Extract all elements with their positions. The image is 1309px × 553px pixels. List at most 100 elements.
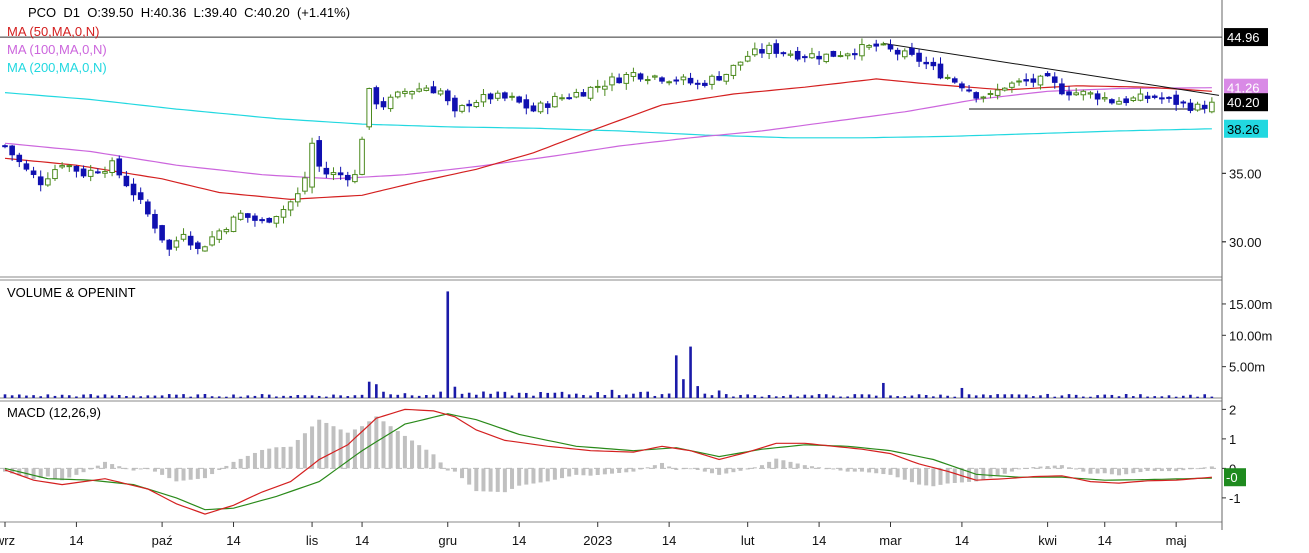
candle-up	[437, 90, 444, 95]
volume-bar	[696, 386, 699, 398]
candle-down	[380, 101, 387, 108]
candle-up	[594, 85, 601, 88]
candle-down	[37, 176, 44, 186]
volume-bar	[667, 393, 671, 398]
volume-bar	[782, 396, 785, 398]
macd-histogram-bar	[981, 468, 986, 480]
volume-panel-title: VOLUME & OPENINT	[7, 285, 136, 300]
volume-bar	[160, 395, 164, 398]
price-badge	[1224, 28, 1268, 47]
volume-axis-label: 5.00m	[1229, 360, 1265, 375]
x-axis-label: lut	[741, 533, 755, 548]
macd-histogram-bar	[481, 468, 486, 492]
macd-histogram-bar	[1131, 468, 1136, 474]
volume-bar	[82, 394, 85, 398]
macd-histogram-bar	[324, 422, 329, 469]
candle-down	[659, 77, 665, 82]
candle-down	[894, 49, 901, 55]
x-axis-label: maj	[1166, 533, 1187, 548]
volume-bar	[367, 381, 371, 398]
macd-axis-label: -1	[1229, 491, 1241, 506]
candle-down	[23, 163, 30, 170]
volume-bar	[917, 394, 921, 398]
macd-histogram-bar	[845, 468, 850, 472]
volume-bar	[646, 391, 650, 398]
macd-histogram-bar	[1181, 468, 1186, 471]
volume-bar	[1189, 394, 1192, 398]
volume-bar	[560, 391, 564, 398]
candle-down	[694, 82, 701, 85]
candle-down	[966, 89, 972, 92]
macd-histogram-bar	[188, 468, 193, 480]
candle-up	[280, 209, 287, 218]
macd-histogram-bar	[274, 447, 279, 469]
candle-up	[809, 53, 815, 59]
volume-bar	[874, 395, 878, 398]
volume-bar	[439, 391, 442, 398]
volume-bar	[296, 394, 300, 398]
macd-histogram-bar	[1017, 468, 1022, 470]
candle-up	[202, 246, 208, 252]
candle-down	[780, 52, 787, 55]
macd-histogram-bar	[288, 446, 293, 469]
macd-histogram-bar	[467, 468, 472, 485]
macd-histogram-bar	[388, 426, 393, 469]
volume-bar	[46, 394, 50, 398]
volume-bar	[203, 393, 207, 398]
macd-histogram-bar	[874, 468, 879, 474]
macd-histogram-bar	[702, 468, 707, 472]
candle-down	[323, 167, 330, 175]
candle-down	[30, 170, 37, 175]
macd-histogram-bar	[838, 468, 843, 471]
macd-histogram-bar	[488, 468, 493, 492]
candle-up	[1194, 103, 1201, 111]
x-axis-label: 14	[662, 533, 676, 548]
macd-histogram-bar	[902, 468, 907, 480]
candle-up	[294, 193, 301, 203]
candle-down	[887, 44, 894, 50]
candle-up	[823, 53, 830, 63]
volume-bar	[746, 394, 749, 398]
macd-histogram-bar	[245, 455, 250, 469]
candle-down	[245, 213, 251, 218]
volume-bar	[1096, 395, 1099, 398]
candle-down	[1059, 83, 1065, 95]
macd-histogram-bar	[502, 468, 507, 493]
candle-down	[1109, 99, 1115, 104]
volume-bar	[217, 396, 221, 398]
macd-histogram-bar	[560, 468, 565, 479]
candle-down	[2, 145, 8, 148]
candle-down	[816, 55, 822, 60]
candle-up	[494, 92, 501, 99]
volume-bar	[1010, 394, 1014, 398]
macd-histogram-bar	[152, 468, 157, 472]
candle-down	[794, 50, 801, 60]
change-label: (+1.41%)	[296, 5, 351, 20]
candle-up	[837, 55, 844, 58]
volume-bar	[3, 394, 7, 398]
volume-bar	[496, 391, 500, 398]
candle-up	[102, 171, 108, 174]
macd-histogram-bar	[945, 468, 950, 484]
candle-up	[730, 64, 737, 76]
x-axis-label: lis	[306, 533, 319, 548]
ma200-legend: MA (200,MA,0,N)	[7, 60, 107, 75]
macd-histogram-bar	[310, 426, 315, 469]
volume-bar	[1039, 395, 1042, 398]
ma-legend: MA (50,MA,0,N) MA (100,MA,0,N) MA (200,M…	[7, 23, 107, 77]
price-badge	[1224, 119, 1268, 138]
macd-histogram-bar	[967, 468, 972, 482]
macd-histogram-bar	[1074, 468, 1079, 470]
candle-up	[1130, 97, 1137, 101]
candle-up	[409, 91, 415, 95]
candle-up	[59, 165, 65, 168]
candle-down	[259, 219, 265, 222]
candle-up	[52, 169, 58, 180]
price-badge-label: 41.26	[1227, 81, 1260, 96]
macd-histogram-bar	[381, 421, 386, 469]
candle-up	[844, 53, 851, 57]
candle-down	[1166, 96, 1172, 99]
candle-up	[752, 48, 758, 56]
volume-bar	[682, 379, 685, 398]
